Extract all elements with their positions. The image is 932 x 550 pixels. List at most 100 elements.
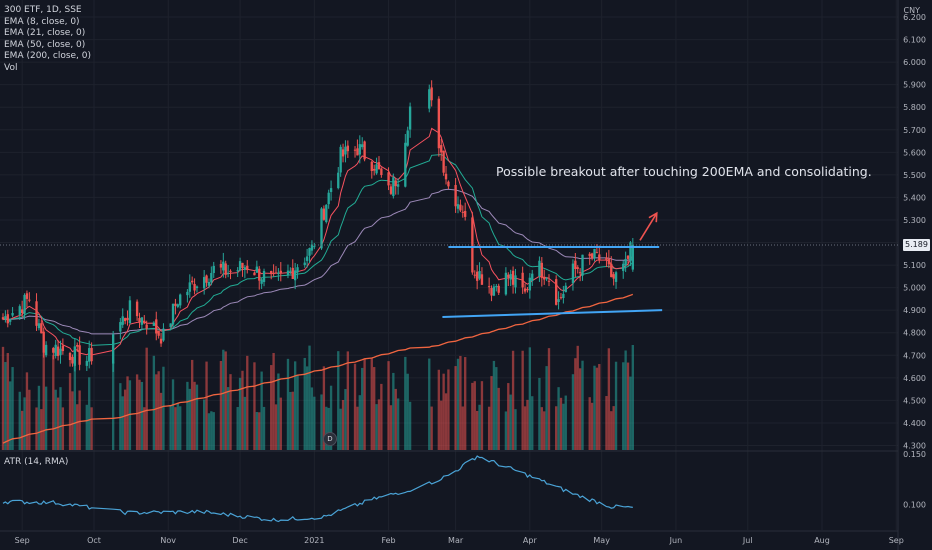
candle-body	[191, 280, 194, 283]
volume-bar	[212, 412, 215, 450]
candle-body	[578, 272, 582, 274]
legend-vol[interactable]: Vol	[4, 62, 18, 73]
candle-body	[195, 286, 199, 289]
candle-body	[459, 204, 462, 211]
x-tick-label: Aug	[814, 536, 830, 545]
legend-ema8[interactable]: EMA (8, close, 0)	[4, 16, 80, 27]
candle-body	[490, 288, 493, 296]
candle-body	[59, 348, 62, 356]
x-tick-label: Sep	[889, 536, 904, 545]
dividend-marker[interactable]: D	[323, 432, 337, 446]
volume-bar	[274, 404, 278, 450]
candle-body	[162, 328, 165, 341]
volume-bar	[40, 409, 43, 450]
candle-body	[358, 144, 361, 155]
candle-body	[52, 348, 55, 353]
volume-bar	[507, 383, 510, 450]
candle-body	[464, 210, 467, 217]
volume-bar	[428, 358, 431, 450]
volume-bar	[394, 388, 397, 450]
volume-bar	[571, 374, 575, 450]
candle-body	[78, 345, 81, 365]
candle-body	[531, 273, 534, 282]
candle-body	[375, 164, 378, 174]
candle-body	[212, 265, 215, 274]
candle-body	[590, 253, 594, 259]
legend-ema21[interactable]: EMA (21, close, 0)	[4, 28, 86, 38]
volume-bar	[28, 389, 31, 450]
candle-body	[461, 211, 464, 213]
volume-bar	[291, 391, 294, 450]
volume-bar	[162, 366, 165, 450]
candle-body	[631, 245, 634, 270]
symbol-title[interactable]: 300 ETF, 1D, SSE	[4, 5, 82, 15]
candle-body	[329, 188, 333, 192]
x-tick-label: Feb	[381, 536, 395, 545]
volume-bar	[277, 373, 280, 450]
candle-body	[243, 267, 247, 270]
candle-body	[23, 294, 26, 314]
candle-body	[495, 286, 498, 288]
legend-ema50[interactable]: EMA (50, close, 0)	[4, 39, 86, 50]
candle-body	[521, 272, 524, 288]
volume-bar	[581, 360, 584, 450]
candle-body	[540, 262, 543, 279]
candle-body	[229, 270, 232, 272]
candle-body	[76, 344, 79, 347]
atr-legend[interactable]: ATR (14, RMA)	[4, 457, 69, 467]
volume-bar	[44, 386, 48, 450]
volume-bar	[207, 413, 211, 450]
volume-bar	[578, 368, 582, 450]
candle-body	[545, 278, 548, 280]
candle-body	[258, 268, 261, 281]
y-tick-label: 6.200	[903, 13, 926, 22]
x-tick-label: Mar	[448, 536, 464, 545]
volume-bar	[373, 367, 376, 450]
volume-bar	[396, 398, 400, 450]
candle-body	[408, 106, 412, 130]
volume-bar	[322, 366, 326, 450]
volume-bar	[176, 403, 179, 450]
candle-body	[88, 348, 91, 362]
volume-bar	[145, 347, 148, 450]
annotation-text[interactable]: Possible breakout after touching 200EMA …	[496, 164, 872, 179]
volume-bar	[6, 353, 9, 450]
x-tick-label: Oct	[87, 536, 101, 545]
candle-body	[392, 177, 395, 197]
candle-body	[610, 263, 613, 278]
volume-bar	[555, 406, 558, 450]
candle-body	[135, 301, 139, 317]
candle-body	[480, 274, 484, 285]
volume-bar	[305, 366, 309, 450]
volume-bar	[509, 394, 512, 450]
volume-bar	[631, 345, 634, 450]
volume-bar	[35, 407, 38, 450]
candle-body	[574, 260, 577, 270]
candle-body	[456, 204, 460, 209]
y-tick-label: 4.900	[903, 306, 926, 315]
candle-body	[346, 145, 350, 152]
volume-bar	[543, 411, 546, 450]
candle-body	[85, 360, 88, 366]
candle-body	[509, 274, 512, 280]
x-tick-label: Jun	[669, 536, 683, 545]
volume-bar	[143, 407, 146, 450]
candle-body	[526, 289, 529, 291]
volume-bar	[226, 387, 230, 450]
candle-body	[607, 258, 611, 265]
volume-bar	[430, 406, 433, 450]
volume-bar	[270, 365, 273, 450]
volume-bar	[155, 374, 158, 450]
x-tick-label: Dec	[232, 536, 247, 545]
volume-bar	[406, 373, 409, 450]
volume-bar	[442, 373, 445, 450]
legend-ema200[interactable]: EMA (200, close, 0)	[4, 51, 92, 61]
volume-bar	[471, 382, 474, 450]
volume-bar	[195, 384, 199, 450]
volume-bar	[528, 347, 532, 450]
y-tick-label: 4.800	[903, 329, 926, 338]
candle-body	[514, 275, 517, 288]
candle-body	[473, 274, 476, 276]
candle-body	[68, 352, 72, 361]
